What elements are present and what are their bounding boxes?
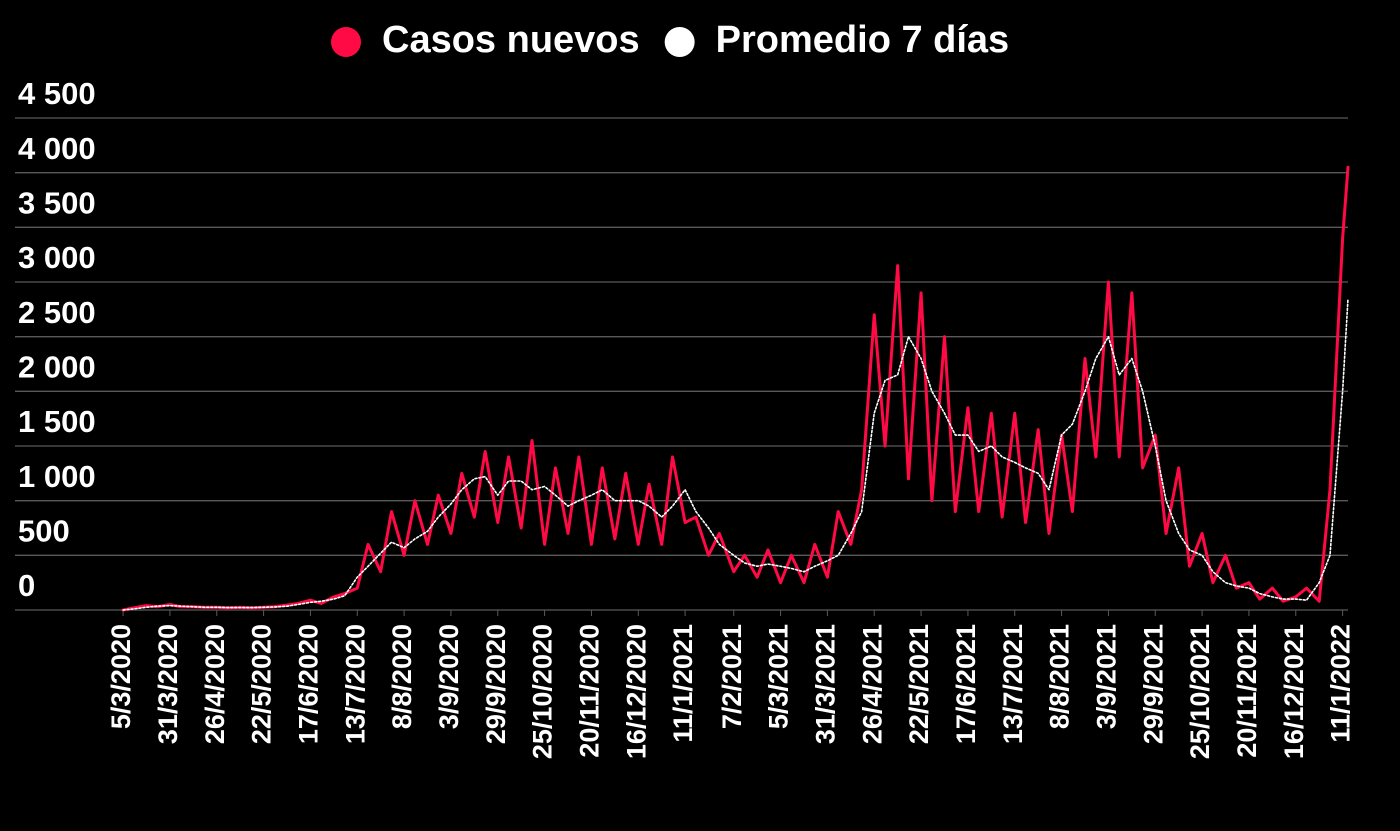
legend-label: Promedio 7 días xyxy=(716,19,1010,61)
y-tick-label: 3 500 xyxy=(18,186,96,221)
x-tick-label: 25/10/2021 xyxy=(1185,624,1215,759)
x-tick-label: 16/12/2021 xyxy=(1279,624,1309,759)
x-tick-label: 31/3/2020 xyxy=(153,624,183,744)
y-tick-label: 3 000 xyxy=(18,240,96,275)
x-tick-label: 26/4/2020 xyxy=(200,624,230,744)
x-tick-label: 13/7/2021 xyxy=(998,624,1028,744)
y-tick-label: 0 xyxy=(18,568,35,603)
legend-marker xyxy=(664,27,695,57)
x-tick-label: 5/3/2020 xyxy=(106,624,136,729)
x-tick-label: 29/9/2021 xyxy=(1138,624,1168,744)
legend-marker xyxy=(331,27,361,57)
x-tick-label: 29/9/2020 xyxy=(481,624,511,744)
x-tick-label: 20/11/2020 xyxy=(575,624,605,758)
x-tick-label: 25/10/2020 xyxy=(528,624,558,759)
y-tick-label: 1 000 xyxy=(18,459,96,494)
y-tick-label: 500 xyxy=(18,514,70,549)
x-tick-label: 8/8/2020 xyxy=(387,624,417,729)
x-tick-label: 13/7/2020 xyxy=(340,624,370,744)
x-tick-label: 3/9/2020 xyxy=(434,624,464,729)
x-tick-label: 11/1/2021 xyxy=(668,624,698,743)
x-tick-label: 5/3/2021 xyxy=(764,624,794,729)
x-tick-label: 7/2/2021 xyxy=(717,624,747,729)
x-tick-label: 22/5/2020 xyxy=(247,624,277,744)
x-tick-label: 11/1/2022 xyxy=(1326,624,1356,743)
series-line xyxy=(122,297,1349,611)
x-tick-label: 3/9/2021 xyxy=(1092,624,1122,729)
y-tick-label: 2 000 xyxy=(18,350,96,385)
x-tick-label: 26/4/2021 xyxy=(857,624,887,744)
y-tick-label: 2 500 xyxy=(18,295,96,330)
x-tick-label: 8/8/2021 xyxy=(1045,624,1075,729)
x-tick-label: 20/11/2021 xyxy=(1232,624,1262,758)
y-tick-label: 4 000 xyxy=(18,131,96,166)
x-tick-label: 16/12/2020 xyxy=(621,624,651,759)
y-tick-label: 4 500 xyxy=(18,76,96,111)
legend: Casos nuevos Promedio 7 días xyxy=(331,19,1009,61)
x-tick-label: 17/6/2021 xyxy=(951,624,981,744)
x-tick-label: 31/3/2021 xyxy=(811,624,841,744)
legend-label: Casos nuevos xyxy=(382,19,640,61)
y-tick-label: 1 500 xyxy=(18,404,96,439)
x-tick-label: 17/6/2020 xyxy=(294,624,324,744)
x-tick-label: 22/5/2021 xyxy=(904,624,934,744)
